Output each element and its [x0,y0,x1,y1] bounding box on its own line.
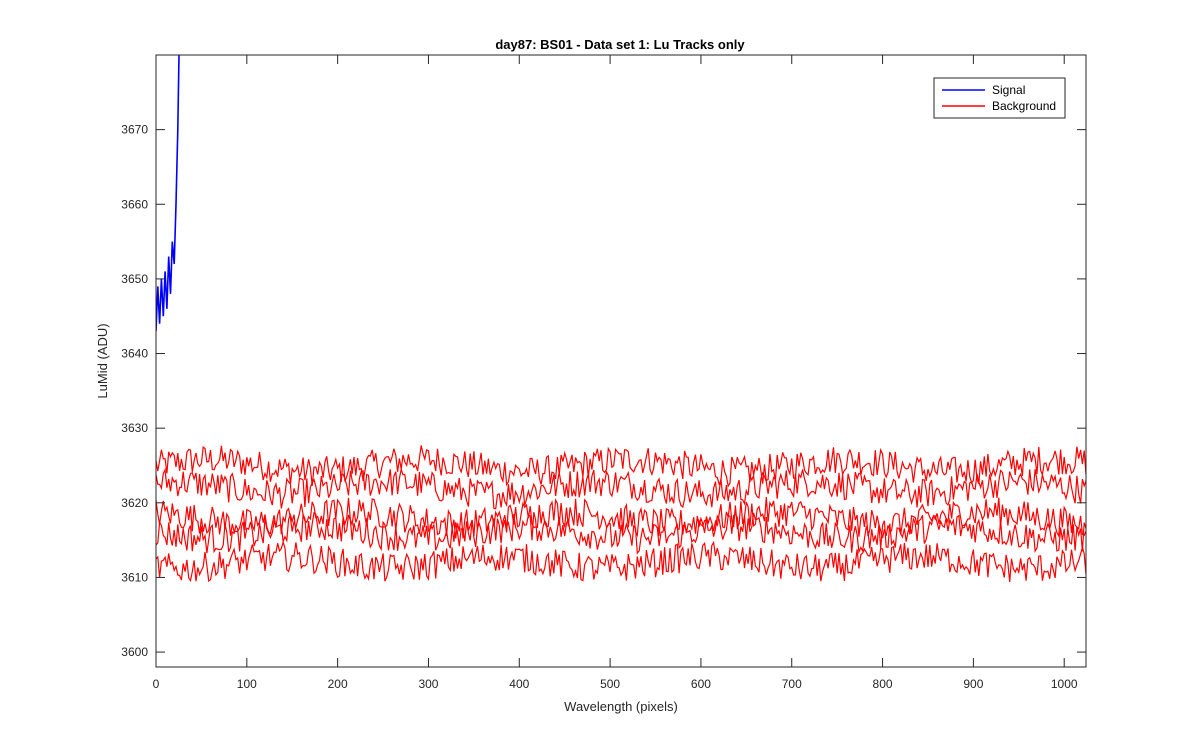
x-tick-label: 900 [963,677,983,691]
x-tick-label: 100 [237,677,257,691]
y-tick-label: 3650 [121,272,148,286]
x-tick-label: 500 [600,677,620,691]
legend-box [933,77,1066,119]
x-tick-label: 0 [153,677,160,691]
axis-ticks: 0 100 200 300 400 500 600 700 800 900 1000 3600 3610… [121,55,1086,691]
x-axis-label: Wavelength (pixels) [564,699,678,714]
background-track-line [156,539,1086,583]
x-tick-label: 200 [328,677,348,691]
x-tick-label: 700 [782,677,802,691]
legend: Signal Background [933,77,1066,119]
signal-line [156,55,180,332]
y-tick-label: 3630 [121,421,148,435]
x-tick-label: 800 [873,677,893,691]
legend-label-background: Background [992,99,1056,113]
plot-area [156,55,1086,583]
x-tick-label: 300 [418,677,438,691]
background-track-line [156,497,1086,539]
background-track-line [156,467,1086,510]
legend-label-signal: Signal [992,83,1025,97]
y-tick-label: 3660 [121,197,148,211]
axes-box [155,54,1087,668]
y-tick-label: 3640 [121,347,148,361]
x-tick-label: 400 [509,677,529,691]
y-axis-label: LuMid (ADU) [95,323,110,398]
y-tick-label: 3670 [121,123,148,137]
x-tick-label: 1000 [1051,677,1078,691]
background-track-line [156,445,1086,488]
y-tick-label: 3600 [121,645,148,659]
y-tick-label: 3620 [121,496,148,510]
chart-title: day87: BS01 - Data set 1: Lu Tracks only [495,37,745,52]
y-tick-label: 3610 [121,570,148,584]
x-tick-label: 600 [691,677,711,691]
background-track-line [156,511,1086,555]
